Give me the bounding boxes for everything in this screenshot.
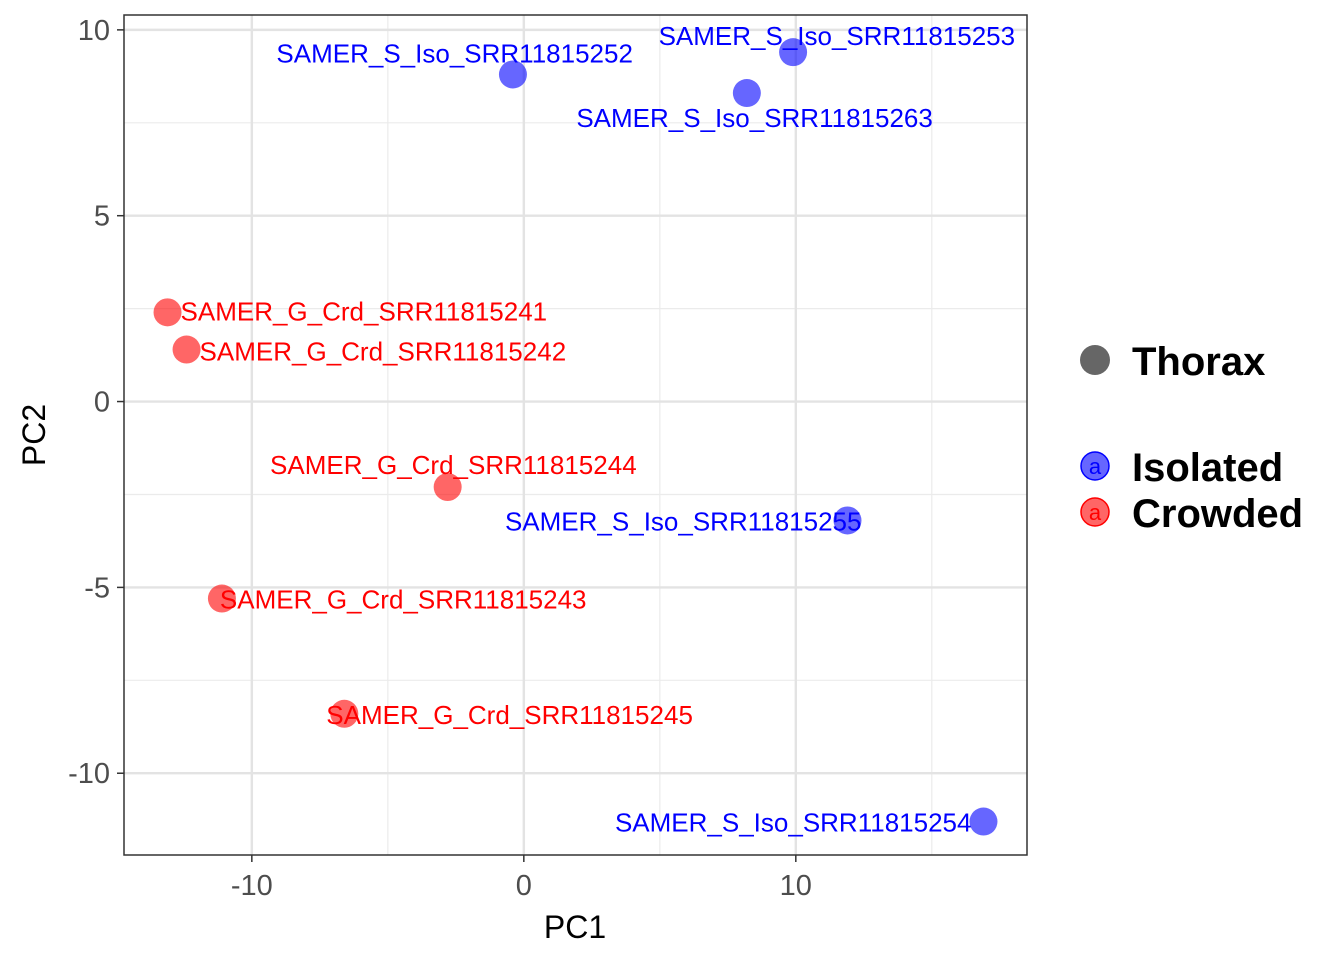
data-point-crowded (172, 335, 201, 364)
data-point-isolated (833, 506, 862, 535)
point-label: SAMER_S_Iso_SRR11815254 (615, 808, 972, 838)
point-label: SAMER_S_Iso_SRR11815255 (505, 506, 862, 536)
x-axis-ticks: -10 0 10 (231, 855, 812, 902)
x-tick-label: 10 (780, 870, 812, 902)
y-axis-title: PC2 (16, 404, 52, 466)
point-label: SAMER_G_Crd_SRR11815244 (270, 450, 637, 480)
y-tick-label: 0 (94, 387, 110, 419)
y-axis-ticks: -10 -5 0 5 10 (68, 15, 124, 790)
point-label: SAMER_S_Iso_SRR11815263 (576, 103, 933, 133)
data-point-isolated (498, 60, 527, 89)
legend-label-isolated: Isolated (1132, 446, 1283, 490)
legend-key-isolated (1080, 451, 1110, 481)
data-point-crowded (207, 584, 236, 613)
point-label: SAMER_S_Iso_SRR11815253 (659, 21, 1016, 51)
shape-legend-key (1080, 345, 1110, 375)
point-labels: SAMER_S_Iso_SRR11815252 SAMER_S_Iso_SRR11… (181, 21, 1016, 837)
plot-panel-border (123, 14, 1028, 856)
shape-legend-label: Thorax (1132, 340, 1265, 384)
legend-key-crowded (1080, 497, 1110, 527)
data-point-isolated (969, 807, 998, 836)
x-tick-label: -10 (231, 870, 273, 902)
legend-label-crowded: Crowded (1132, 492, 1303, 536)
x-tick-label: 0 (516, 870, 532, 902)
shape-legend: Thorax (1080, 340, 1265, 384)
data-point-crowded (330, 699, 359, 728)
data-point-isolated (779, 38, 808, 67)
data-point-crowded (153, 298, 182, 327)
color-legend: a Isolated a Crowded (1080, 446, 1303, 536)
x-axis-title: PC1 (544, 909, 606, 945)
data-point-crowded (433, 473, 462, 502)
y-tick-label: 5 (94, 201, 110, 233)
y-tick-label: -5 (84, 572, 110, 604)
data-points (153, 38, 998, 836)
point-label: SAMER_G_Crd_SRR11815243 (220, 585, 587, 615)
legend-key-glyph: a (1089, 454, 1102, 479)
point-label: SAMER_G_Crd_SRR11815242 (200, 337, 567, 367)
y-tick-label: 10 (78, 15, 110, 47)
major-grid (124, 15, 1027, 855)
point-label: SAMER_G_Crd_SRR11815245 (326, 700, 693, 730)
minor-grid (124, 15, 1027, 855)
plot-panel-background (124, 15, 1027, 855)
point-label: SAMER_S_Iso_SRR11815252 (276, 38, 633, 68)
data-point-isolated (732, 79, 761, 108)
point-label: SAMER_G_Crd_SRR11815241 (181, 296, 548, 326)
legend-key-glyph: a (1089, 500, 1102, 525)
y-tick-label: -10 (68, 758, 110, 790)
